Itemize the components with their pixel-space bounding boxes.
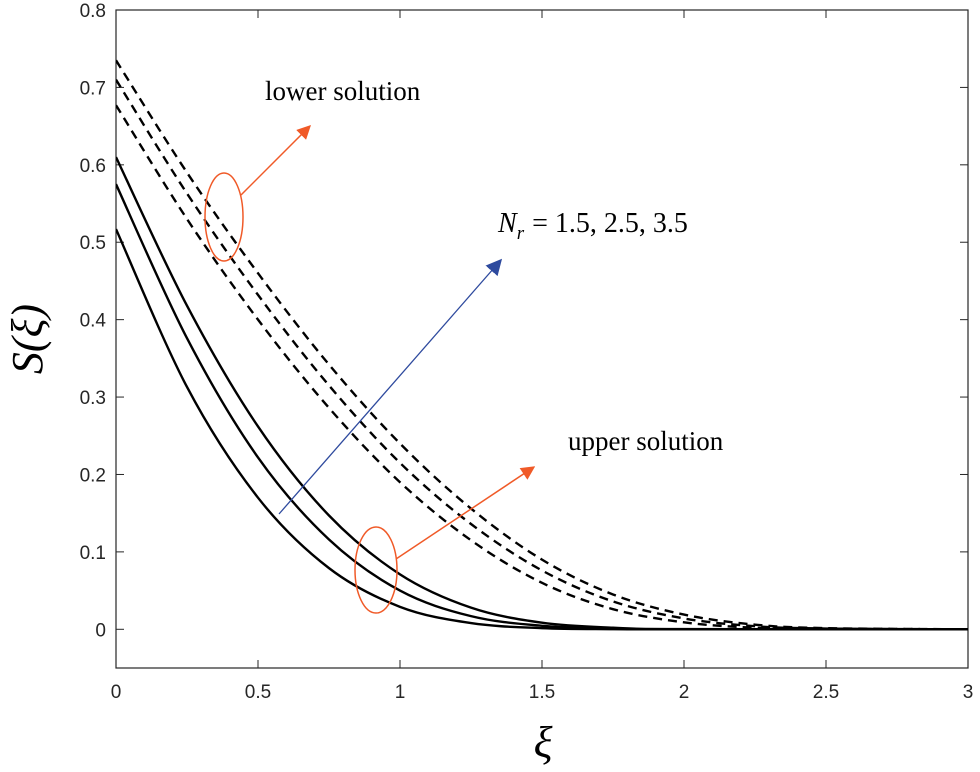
- y-tick-label: 0.1: [80, 543, 106, 564]
- axis-ticks: 0 0.5 1 1.5 2 2.5 3 0 0.1 0.2 0.3 0.4 0.5 0.6 0.7 0.8: [80, 1, 974, 703]
- upper-solution-arrow: [395, 466, 536, 560]
- x-tick-label: 1: [395, 682, 406, 703]
- lower-solution-line-2: [116, 79, 968, 631]
- x-tick-label: 2.5: [813, 682, 839, 703]
- x-axis-label: ξ: [534, 718, 553, 767]
- upper-solution-line-3: [116, 156, 968, 631]
- param-symbol: N: [497, 208, 518, 239]
- y-tick-label: 0.5: [80, 233, 106, 254]
- x-tick-label: 1.5: [529, 682, 555, 703]
- x-tick-label: 0.5: [245, 682, 271, 703]
- y-tick-label: 0.6: [80, 156, 106, 177]
- y-tick-label: 0.8: [80, 1, 106, 22]
- y-axis-label: S(ξ): [3, 304, 52, 374]
- series-group: [116, 59, 968, 631]
- upper-solution-ellipse: [354, 526, 398, 614]
- y-tick-label: 0.7: [80, 78, 106, 99]
- lower-solution-ellipse: [204, 172, 244, 262]
- y-tick-label: 0.3: [80, 388, 106, 409]
- x-tick-label: 0: [111, 682, 122, 703]
- x-tick-label: 3: [963, 682, 974, 703]
- param-subscript: r: [517, 223, 525, 244]
- annotations: lower solution upper solution Nr = 1.5, 2…: [204, 76, 724, 614]
- x-tick-label: 2: [679, 682, 690, 703]
- y-tick-label: 0.4: [80, 311, 107, 332]
- parameter-label: Nr = 1.5, 2.5, 3.5: [497, 208, 688, 244]
- plot-area: [115, 9, 969, 669]
- lower-solution-line-3: [116, 59, 968, 631]
- lower-solution-line-1: [116, 104, 968, 631]
- lower-solution-arrow: [240, 125, 311, 196]
- y-tick-label: 0: [95, 620, 106, 641]
- parameter-arrow: [278, 258, 503, 515]
- y-tick-label: 0.2: [80, 465, 106, 486]
- lower-solution-label: lower solution: [265, 76, 421, 106]
- upper-solution-label: upper solution: [568, 426, 724, 456]
- param-values: = 1.5, 2.5, 3.5: [532, 208, 688, 239]
